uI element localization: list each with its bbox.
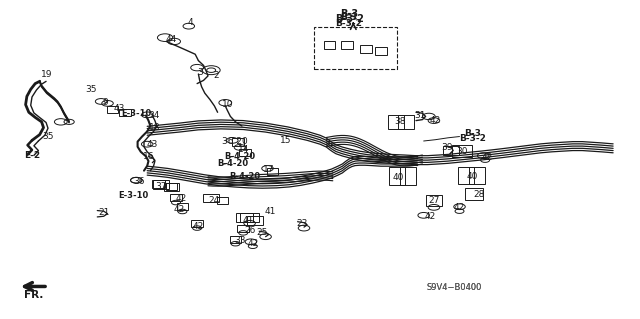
- Text: 42: 42: [173, 205, 185, 214]
- Text: 39: 39: [441, 143, 452, 152]
- Bar: [152, 181, 165, 188]
- Text: 35: 35: [42, 132, 54, 141]
- Text: 42: 42: [175, 194, 187, 203]
- Text: B-3: B-3: [464, 129, 481, 138]
- Text: E-2: E-2: [24, 151, 40, 160]
- Text: 42: 42: [193, 222, 204, 231]
- Bar: [360, 45, 372, 54]
- Text: 40: 40: [392, 173, 404, 182]
- Text: 36 20: 36 20: [222, 137, 248, 146]
- Text: 36: 36: [134, 177, 145, 186]
- Bar: [375, 47, 387, 55]
- Bar: [426, 195, 442, 206]
- Bar: [236, 213, 253, 222]
- Text: 44: 44: [166, 35, 177, 44]
- Bar: [247, 216, 263, 225]
- Bar: [237, 225, 249, 232]
- Bar: [267, 168, 278, 175]
- Bar: [398, 115, 415, 129]
- Text: 28: 28: [473, 190, 484, 199]
- Text: E-3-10: E-3-10: [121, 109, 152, 118]
- Text: 34: 34: [148, 111, 159, 120]
- Text: 25: 25: [257, 228, 268, 237]
- Text: B-4-20: B-4-20: [217, 159, 248, 168]
- Bar: [204, 194, 219, 203]
- Bar: [154, 180, 170, 189]
- Bar: [217, 197, 228, 204]
- Text: 24: 24: [209, 196, 220, 205]
- Text: 30: 30: [456, 147, 468, 156]
- Bar: [314, 27, 397, 69]
- Text: B-3-2: B-3-2: [335, 19, 362, 28]
- Text: 38: 38: [394, 117, 406, 126]
- Bar: [166, 183, 177, 190]
- Text: 33: 33: [234, 236, 246, 245]
- Text: 42: 42: [429, 116, 441, 125]
- Text: 16: 16: [143, 152, 155, 161]
- Text: S9V4−B0400: S9V4−B0400: [427, 283, 482, 292]
- Text: B-3-2: B-3-2: [335, 13, 364, 24]
- Bar: [388, 115, 404, 129]
- Text: 31: 31: [415, 111, 426, 120]
- Bar: [232, 138, 244, 146]
- Text: 14: 14: [237, 145, 249, 154]
- Text: 9: 9: [103, 98, 108, 107]
- Bar: [177, 203, 188, 210]
- Text: 26: 26: [244, 226, 255, 235]
- Text: B-3: B-3: [340, 9, 358, 19]
- Text: B-3: B-3: [340, 13, 357, 22]
- Bar: [239, 149, 251, 156]
- Text: 10: 10: [222, 100, 234, 109]
- Text: 42: 42: [424, 212, 436, 221]
- Bar: [324, 41, 335, 49]
- Text: 15: 15: [280, 137, 292, 145]
- Bar: [443, 146, 460, 155]
- Bar: [341, 41, 353, 49]
- Bar: [240, 213, 259, 222]
- Text: 43: 43: [147, 140, 158, 149]
- Bar: [458, 167, 474, 184]
- Bar: [452, 145, 472, 157]
- Text: 4: 4: [188, 18, 193, 27]
- Bar: [119, 109, 131, 116]
- Text: 42: 42: [454, 204, 465, 212]
- Bar: [389, 167, 405, 185]
- Text: 3: 3: [197, 68, 202, 77]
- Text: 37: 37: [156, 182, 167, 191]
- Text: E-3-10: E-3-10: [118, 191, 148, 200]
- Text: 41: 41: [243, 216, 254, 225]
- Bar: [465, 188, 483, 200]
- Bar: [164, 183, 179, 191]
- Text: 27: 27: [428, 197, 440, 205]
- Bar: [230, 236, 241, 243]
- Text: 2: 2: [214, 71, 219, 80]
- Text: 18: 18: [149, 123, 161, 132]
- Text: 19: 19: [41, 70, 52, 78]
- Text: 41: 41: [265, 207, 276, 216]
- Bar: [468, 167, 485, 184]
- Text: 42: 42: [247, 239, 259, 248]
- Text: B-4-20: B-4-20: [225, 152, 255, 161]
- Text: 40: 40: [467, 172, 478, 181]
- Text: S9V4−B0400: S9V4−B0400: [427, 283, 482, 292]
- Text: B-3-2: B-3-2: [459, 134, 486, 143]
- Bar: [170, 194, 182, 201]
- Bar: [191, 220, 203, 227]
- Text: 21: 21: [99, 208, 110, 217]
- Bar: [107, 106, 118, 113]
- Bar: [401, 167, 417, 185]
- Text: 35: 35: [85, 85, 97, 94]
- Text: FR.: FR.: [24, 290, 43, 300]
- Text: 43: 43: [113, 104, 125, 113]
- Text: 42: 42: [482, 153, 493, 162]
- Text: 17: 17: [263, 165, 275, 174]
- Text: B-4-20: B-4-20: [230, 172, 260, 181]
- Text: 23: 23: [296, 219, 308, 228]
